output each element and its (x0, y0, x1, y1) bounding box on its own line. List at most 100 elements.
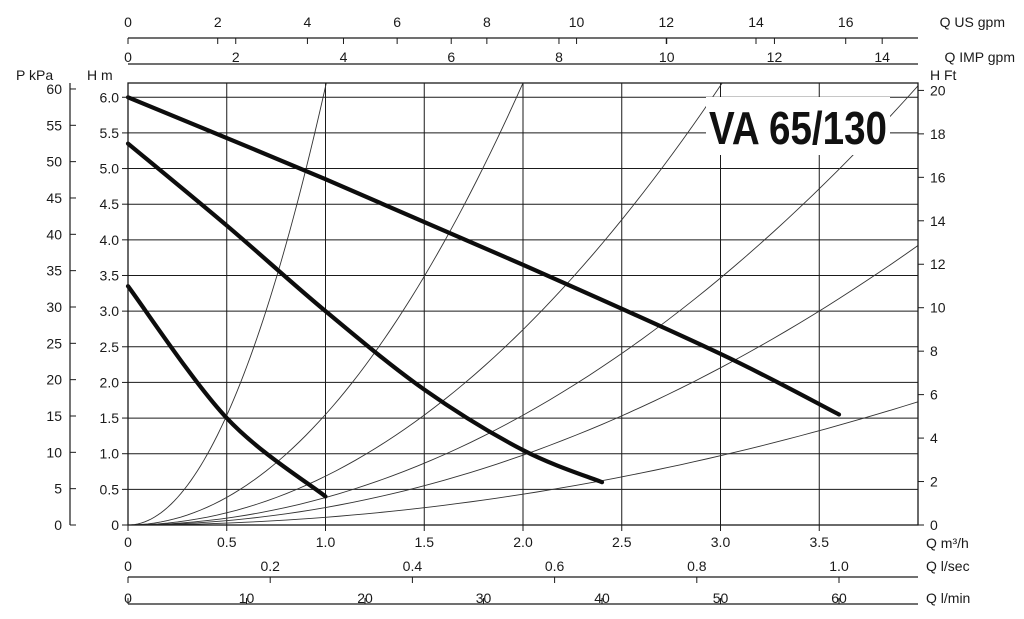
ft-tick-label: 2 (930, 474, 938, 490)
l-min-tick-label: 30 (476, 590, 492, 606)
ft-tick-label: 14 (930, 213, 946, 229)
us-gpm-tick-label: 6 (393, 14, 401, 30)
kpa-tick-label: 40 (46, 226, 62, 242)
us-gpm-tick-label: 16 (838, 14, 854, 30)
y-tick-label: 5.5 (100, 125, 120, 141)
y-tick-label: 2.0 (100, 374, 120, 390)
imp-gpm-tick-label: 12 (767, 49, 783, 65)
ft-tick-label: 8 (930, 343, 938, 359)
l-min-tick-label: 10 (239, 590, 255, 606)
y-tick-label: 1.0 (100, 446, 120, 462)
imp-gpm-tick-label: 4 (340, 49, 348, 65)
kpa-tick-label: 15 (46, 408, 62, 424)
ft-tick-label: 18 (930, 126, 946, 142)
ft-tick-label: 16 (930, 169, 946, 185)
l-min-tick-label: 40 (594, 590, 610, 606)
l-sec-tick-label: 0.2 (260, 558, 280, 574)
ft-tick-label: 10 (930, 300, 946, 316)
pump-curve (125, 141, 605, 485)
x-tick-label: 2.5 (612, 534, 632, 550)
bottom-axis-l-sec-label: Q l/sec (926, 558, 970, 574)
y-tick-label: 4.5 (100, 196, 120, 212)
pump-curve (125, 284, 328, 499)
l-sec-tick-label: 0.8 (687, 558, 707, 574)
system-curve (127, 85, 919, 526)
bottom-axis-l-min-label: Q l/min (926, 590, 970, 606)
y-tick-label: 5.0 (100, 161, 120, 177)
kpa-tick-label: 10 (46, 444, 62, 460)
x-axis-label: Q m³/h (926, 535, 969, 551)
us-gpm-tick-label: 10 (569, 14, 585, 30)
y-tick-label: 3.0 (100, 303, 120, 319)
system-curve (127, 82, 723, 526)
imp-gpm-tick-label: 10 (659, 49, 675, 65)
us-gpm-tick-label: 12 (658, 14, 674, 30)
system-curve (127, 245, 919, 526)
y-tick-label: 2.5 (100, 339, 120, 355)
system-curve (127, 82, 524, 526)
kpa-tick-label: 5 (54, 481, 62, 497)
y-tick-label: 6.0 (100, 89, 120, 105)
us-gpm-tick-label: 8 (483, 14, 491, 30)
us-gpm-tick-label: 0 (124, 14, 132, 30)
l-min-tick-label: 50 (713, 590, 729, 606)
ft-tick-label: 0 (930, 517, 938, 533)
ft-tick-label: 4 (930, 430, 938, 446)
imp-gpm-tick-label: 6 (447, 49, 455, 65)
imp-gpm-tick-label: 2 (232, 49, 240, 65)
x-tick-label: 0.5 (217, 534, 237, 550)
kpa-tick-label: 20 (46, 372, 62, 388)
x-tick-label: 3.0 (711, 534, 731, 550)
kpa-tick-label: 60 (46, 81, 62, 97)
imp-gpm-tick-label: 14 (874, 49, 890, 65)
kpa-tick-label: 25 (46, 335, 62, 351)
y-axis-label: H m (87, 67, 113, 83)
grid (128, 83, 918, 525)
x-tick-label: 0 (124, 534, 132, 550)
l-sec-tick-label: 0.6 (545, 558, 565, 574)
chart-title: VA 65/130 (709, 102, 887, 154)
ft-tick-label: 20 (930, 82, 946, 98)
y-tick-label: 3.5 (100, 267, 120, 283)
l-sec-tick-label: 1.0 (829, 558, 849, 574)
system-curves (127, 82, 919, 526)
system-curve (127, 82, 327, 526)
l-sec-tick-label: 0.4 (403, 558, 423, 574)
imp-gpm-tick-label: 0 (124, 49, 132, 65)
right-axis-ft-label: H Ft (930, 67, 957, 83)
x-tick-label: 1.0 (316, 534, 336, 550)
ft-tick-label: 6 (930, 387, 938, 403)
left-axis-kpa-label: P kPa (16, 67, 53, 83)
x-tick-label: 2.0 (513, 534, 533, 550)
us-gpm-tick-label: 14 (748, 14, 764, 30)
top-axis-us-gpm-label: Q US gpm (940, 14, 1005, 30)
kpa-tick-label: 50 (46, 154, 62, 170)
x-tick-label: 3.5 (810, 534, 830, 550)
l-min-tick-label: 0 (124, 590, 132, 606)
y-tick-label: 1.5 (100, 410, 120, 426)
l-min-tick-label: 60 (831, 590, 847, 606)
system-curve (127, 401, 919, 526)
kpa-tick-label: 0 (54, 517, 62, 533)
pump-curve (125, 95, 842, 417)
kpa-tick-label: 35 (46, 263, 62, 279)
y-tick-label: 0.5 (100, 481, 120, 497)
top-axis-imp-gpm-label: Q IMP gpm (944, 49, 1015, 65)
l-min-tick-label: 20 (357, 590, 373, 606)
kpa-tick-label: 55 (46, 117, 62, 133)
kpa-tick-label: 45 (46, 190, 62, 206)
l-sec-tick-label: 0 (124, 558, 132, 574)
us-gpm-tick-label: 4 (304, 14, 312, 30)
x-tick-label: 1.5 (415, 534, 435, 550)
pump-curves (125, 95, 842, 499)
y-tick-label: 4.0 (100, 232, 120, 248)
kpa-tick-label: 30 (46, 299, 62, 315)
y-tick-label: 0 (111, 517, 119, 533)
ft-tick-label: 12 (930, 256, 946, 272)
ticks: 0 0.5 1.0 1.5 2.0 2.5 3.0 3.5 0 0.5 1.0 1.5 2.0 2.5 3.… (46, 14, 945, 606)
chart-title-box: VA 65/130 (706, 97, 890, 155)
imp-gpm-tick-label: 8 (555, 49, 563, 65)
chart-title-background (706, 97, 890, 155)
us-gpm-tick-label: 2 (214, 14, 222, 30)
